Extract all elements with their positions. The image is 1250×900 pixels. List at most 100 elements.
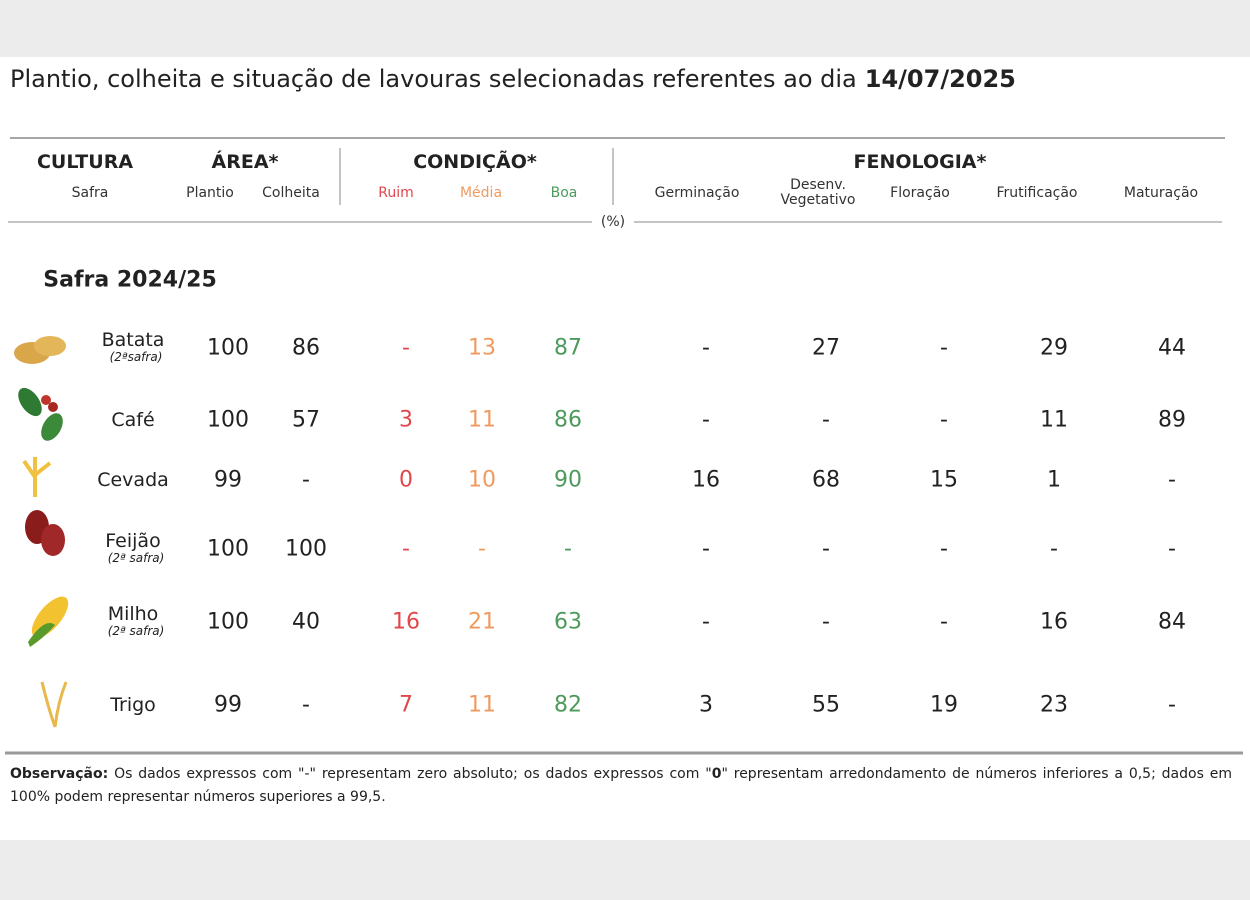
icon-cafe <box>18 387 63 441</box>
unit-label: (%) <box>600 214 626 230</box>
icon-batata <box>14 336 66 364</box>
icon-cevada <box>22 457 52 497</box>
cell-value: 86 <box>292 335 320 361</box>
cell-value: - <box>702 609 710 635</box>
header-sub: Desenv. Vegetativo <box>780 177 856 208</box>
cell-value: 84 <box>1158 609 1186 635</box>
observation-label: Observação: <box>10 766 109 782</box>
cell-value: 57 <box>292 407 320 433</box>
cell-value: 1 <box>1047 467 1061 493</box>
observation-text: Os dados expressos com "-" representam z… <box>114 766 712 782</box>
cell-value: - <box>302 692 310 718</box>
title: Plantio, colheita e situação de lavouras… <box>10 65 1016 93</box>
cell-value: 16 <box>692 467 720 493</box>
cell-value: 16 <box>1040 609 1068 635</box>
cell-value: 29 <box>1040 335 1068 361</box>
cell-value: 21 <box>468 609 496 635</box>
cell-value: - <box>940 609 948 635</box>
title-date: 14/07/2025 <box>864 65 1016 93</box>
header-sub: Maturação <box>1123 185 1199 201</box>
header-sub: Ruim <box>378 185 414 201</box>
cell-value: 15 <box>930 467 958 493</box>
cell-value: - <box>1050 536 1058 562</box>
cell-value: 7 <box>399 692 413 718</box>
cell-value: 0 <box>399 467 413 493</box>
crop-note: (2ª safra) <box>107 551 165 565</box>
cell-value: 3 <box>399 407 413 433</box>
title-text: Plantio, colheita e situação de lavouras… <box>10 65 857 93</box>
cell-value: - <box>940 407 948 433</box>
cell-value: 86 <box>554 407 582 433</box>
cell-value: 100 <box>207 609 249 635</box>
cell-value: 16 <box>392 609 420 635</box>
cell-value: - <box>1168 467 1176 493</box>
cell-value: 87 <box>554 335 582 361</box>
rules <box>5 137 1243 755</box>
cell-value: - <box>402 335 410 361</box>
cell-value: - <box>1168 692 1176 718</box>
cell-value: 100 <box>207 536 249 562</box>
cell-value: 82 <box>554 692 582 718</box>
crop-name: Feijão <box>105 530 161 552</box>
cell-value: 11 <box>468 407 496 433</box>
report: Plantio, colheita e situação de lavouras… <box>0 57 1250 840</box>
cell-value: 11 <box>468 692 496 718</box>
icon-milho <box>28 596 69 647</box>
cell-value: 3 <box>699 692 713 718</box>
icon-feijao <box>25 510 65 556</box>
header-sub: Safra <box>71 185 109 201</box>
cell-value: - <box>822 609 830 635</box>
cell-value: 10 <box>468 467 496 493</box>
crop-name: Trigo <box>110 694 156 716</box>
crop-name: Batata <box>101 329 165 351</box>
cell-value: 99 <box>214 467 242 493</box>
crop-name: Café <box>111 409 155 431</box>
header-group: FENOLOGIA* <box>853 151 987 173</box>
cell-value: 44 <box>1158 335 1186 361</box>
cell-value: 89 <box>1158 407 1186 433</box>
observation: Observação: Os dados expressos com "-" r… <box>10 763 1232 809</box>
header-sub: Boa <box>550 185 578 201</box>
cell-value: - <box>702 335 710 361</box>
header-sub: Colheita <box>262 185 320 201</box>
observation-text: " representam arredondamento de números … <box>10 766 1232 805</box>
cell-value: 100 <box>207 407 249 433</box>
crop-note: (2ªsafra) <box>109 350 163 364</box>
header-group: CULTURA <box>36 151 134 173</box>
cell-value: 19 <box>930 692 958 718</box>
cell-value: - <box>402 536 410 562</box>
header-group: ÁREA* <box>211 151 279 173</box>
crop-note: (2ª safra) <box>107 624 165 638</box>
cell-value: 23 <box>1040 692 1068 718</box>
cell-value: - <box>302 467 310 493</box>
header-sub: Plantio <box>186 185 234 201</box>
cell-value: - <box>478 536 486 562</box>
header-sub: Frutificação <box>996 185 1078 201</box>
cell-value: 11 <box>1040 407 1068 433</box>
cell-value: 100 <box>285 536 327 562</box>
cell-value: 13 <box>468 335 496 361</box>
crop-name: Cevada <box>97 469 169 491</box>
cell-value: 68 <box>812 467 840 493</box>
cell-value: 55 <box>812 692 840 718</box>
cell-value: 90 <box>554 467 582 493</box>
cell-value: 40 <box>292 609 320 635</box>
cell-value: 100 <box>207 335 249 361</box>
cell-value: - <box>940 335 948 361</box>
header-sub: Média <box>459 185 503 201</box>
cell-value: - <box>940 536 948 562</box>
header-group: CONDIÇÃO* <box>413 151 537 173</box>
crop-name: Milho <box>107 603 159 625</box>
cell-value: - <box>822 536 830 562</box>
section-title: Safra 2024/25 <box>43 267 217 293</box>
cell-value: - <box>702 536 710 562</box>
header-sub: Germinação <box>654 185 740 201</box>
header-sub: Floração <box>890 185 950 201</box>
cell-value: - <box>702 407 710 433</box>
icon-trigo <box>40 681 68 728</box>
cell-value: 27 <box>812 335 840 361</box>
cell-value: 63 <box>554 609 582 635</box>
cell-value: - <box>1168 536 1176 562</box>
cell-value: - <box>822 407 830 433</box>
